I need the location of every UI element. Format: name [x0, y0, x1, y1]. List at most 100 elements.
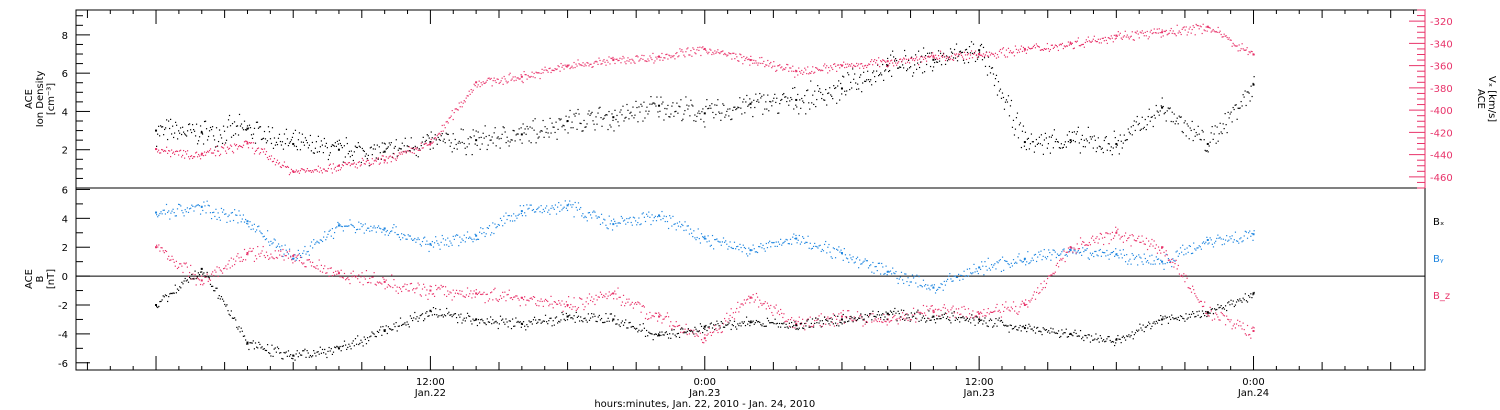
bz-sample	[886, 324, 888, 326]
bz-sample	[1096, 236, 1098, 238]
density-sample	[1181, 130, 1183, 133]
bz-sample	[1006, 308, 1008, 310]
vx-sample	[426, 144, 428, 146]
bx-sample	[458, 314, 460, 316]
bz-sample	[558, 300, 560, 302]
bz-sample	[374, 283, 376, 285]
density-sample	[887, 57, 889, 60]
bx-sample	[191, 273, 193, 276]
vx-sample	[952, 59, 955, 61]
bz-sample	[419, 294, 421, 296]
density-sample	[700, 118, 702, 120]
bz-sample	[666, 312, 669, 314]
vx-sample	[1040, 49, 1043, 51]
vx-sample	[971, 57, 974, 59]
vx-sample	[400, 151, 402, 153]
bz-sample	[410, 282, 413, 285]
vx-sample	[325, 170, 327, 172]
bz-sample	[171, 255, 173, 257]
by-sample	[983, 274, 985, 276]
vx-sample	[329, 163, 331, 165]
bx-sample	[578, 320, 581, 322]
bz-sample	[161, 247, 163, 249]
vx-sample	[1174, 33, 1176, 35]
bz-sample	[238, 257, 240, 259]
vx-sample	[439, 133, 441, 135]
vx-sample	[924, 57, 927, 60]
bx-sample	[420, 314, 422, 316]
bz-sample	[697, 335, 699, 337]
by-sample	[1215, 240, 1217, 242]
vx-sample	[282, 165, 285, 167]
by-sample	[480, 227, 482, 229]
vx-sample	[366, 159, 368, 162]
bz-sample	[422, 283, 425, 285]
bz-sample	[1163, 251, 1165, 253]
density-sample	[469, 136, 471, 138]
bz-sample	[1000, 316, 1003, 318]
bz-sample	[240, 256, 242, 258]
bz-sample	[952, 305, 954, 307]
density-sample	[226, 126, 229, 128]
density-sample	[453, 147, 455, 150]
by-sample	[771, 241, 773, 244]
by-sample	[290, 255, 292, 257]
vx-sample	[673, 55, 675, 57]
density-sample	[1186, 123, 1188, 125]
vx-sample	[689, 54, 691, 56]
vx-sample	[1169, 30, 1171, 32]
density-sample	[1209, 141, 1211, 143]
density-sample	[621, 114, 623, 116]
vx-sample	[861, 62, 863, 65]
density-sample	[401, 142, 403, 144]
vx-sample	[743, 55, 745, 58]
density-sample	[899, 66, 901, 68]
vx-sample	[367, 159, 369, 162]
by-sample	[692, 235, 694, 238]
density-sample	[439, 139, 441, 142]
vx-sample	[157, 151, 159, 153]
by-sample	[909, 281, 911, 283]
bz-sample	[551, 303, 553, 305]
by-sample	[856, 256, 859, 258]
bz-sample	[1211, 319, 1213, 321]
density-sample	[867, 70, 869, 72]
by-sample	[258, 225, 260, 227]
density-sample	[398, 147, 400, 149]
bz-sample	[791, 317, 793, 319]
vx-sample	[1001, 48, 1004, 50]
bz-sample	[1094, 241, 1096, 244]
density-sample	[289, 141, 292, 143]
vx-sample	[659, 59, 661, 61]
by-sample	[1176, 250, 1178, 252]
vx-sample	[373, 160, 375, 162]
bz-sample	[603, 294, 605, 297]
bx-sample	[610, 313, 613, 315]
bx-sample	[376, 330, 379, 333]
bz-sample	[706, 334, 708, 336]
by-sample	[1196, 247, 1198, 249]
density-sample	[1118, 153, 1120, 155]
density-sample	[1076, 131, 1078, 133]
vx-sample	[1216, 31, 1218, 33]
density-sample	[291, 136, 294, 138]
bz-sample	[471, 297, 473, 299]
by-sample	[1148, 262, 1150, 264]
density-sample	[731, 118, 733, 120]
density-sample	[716, 104, 718, 106]
vx-sample	[424, 143, 426, 145]
density-sample	[186, 130, 189, 132]
by-sample	[513, 213, 515, 215]
by-sample	[482, 228, 484, 230]
by-sample	[827, 246, 829, 248]
density-sample	[817, 85, 819, 87]
vx-sample	[562, 64, 564, 67]
by-sample	[1078, 252, 1081, 254]
vx-sample	[1217, 26, 1219, 29]
bz-sample	[622, 294, 625, 296]
by-sample	[577, 202, 580, 204]
by-sample	[1096, 254, 1098, 256]
by-sample	[1065, 253, 1067, 256]
density-sample	[1115, 146, 1117, 148]
bx-sample	[175, 292, 178, 294]
